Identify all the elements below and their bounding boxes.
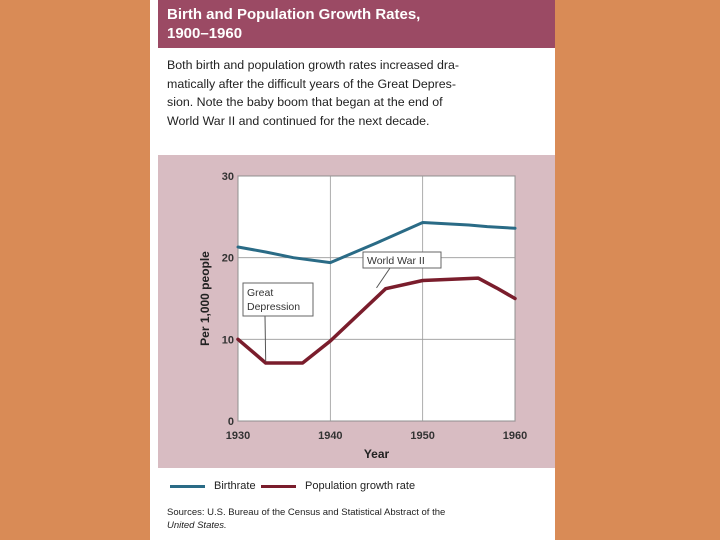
y-axis-label: Per 1,000 people (198, 251, 212, 346)
legend-swatch-birthrate (170, 485, 205, 488)
figure-description: Both birth and population growth rates i… (167, 56, 547, 130)
annotation-label: Depression (247, 301, 300, 313)
x-axis-label: Year (364, 447, 390, 461)
figure-title-line-1: Birth and Population Growth Rates, (167, 6, 421, 23)
description-line: World War II and continued for the next … (167, 113, 430, 128)
description-line: matically after the difficult years of t… (167, 76, 457, 91)
annotation-box (242, 282, 314, 317)
y-tick-label: 0 (228, 416, 234, 428)
series-line-population-growth (236, 276, 517, 365)
y-tick-label: 10 (222, 334, 234, 346)
description-line: Both birth and population growth rates i… (167, 58, 460, 72)
figure-title-bar: Birth and Population Growth Rates, 1900–… (158, 0, 555, 48)
description-line: sion. Note the baby boom that began at t… (167, 95, 443, 109)
x-tick-label: 1960 (503, 430, 527, 442)
x-tick-label: 1930 (226, 430, 250, 442)
sources-line-1: Sources: U.S. Bureau of the Census and S… (167, 507, 446, 518)
y-tick-label: 30 (222, 171, 234, 183)
legend-label-birthrate: Birthrate (214, 480, 256, 492)
x-tick-label: 1940 (318, 430, 342, 442)
x-tick-label: 1950 (410, 430, 434, 442)
annotation-pointer (376, 267, 391, 289)
annotation-box (362, 251, 442, 269)
legend-swatch-population-growth (261, 485, 296, 488)
annotation-pointer (264, 315, 267, 362)
annotation-label: Great (247, 287, 273, 299)
y-tick-label: 20 (222, 253, 234, 265)
figure-title-line-2: 1900–1960 (167, 25, 243, 42)
sources-note: Sources: U.S. Bureau of the Census and S… (167, 506, 547, 532)
annotation-label: World War II (367, 255, 425, 267)
legend-label-population-growth: Population growth rate (305, 480, 416, 492)
series-line-birthrate (236, 221, 517, 265)
chart-annotation: World War II (362, 251, 442, 289)
sources-line-2: United States. (167, 520, 227, 531)
chart-annotation: Great Depression (242, 282, 314, 362)
